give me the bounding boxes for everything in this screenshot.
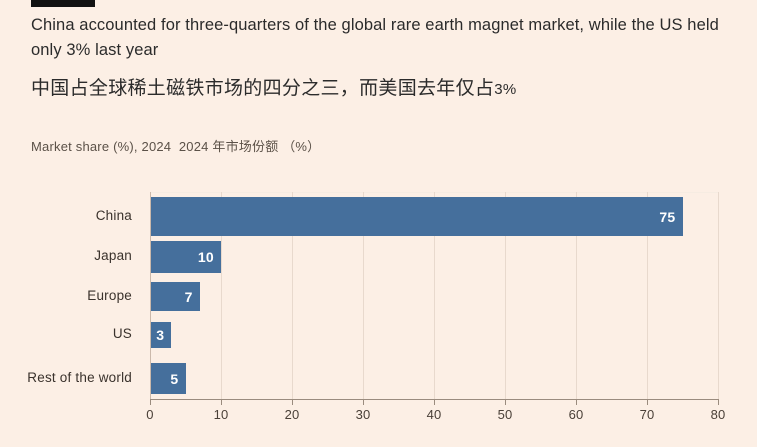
bar-rest-of-the-world[interactable] [150,363,186,394]
tick-mark-0 [150,399,151,405]
tick-mark-70 [647,399,648,405]
x-tick-label: 80 [710,407,726,422]
bar-row[interactable]: 75 [150,197,683,236]
bar-chart: 75 10 7 3 5 0 10 20 30 40 50 60 70 80 China Japan Euro… [0,175,757,447]
tick-mark-60 [576,399,577,405]
bar-row[interactable]: 7 [150,282,200,311]
x-tick-label: 60 [568,407,584,422]
plot-area: 75 10 7 3 5 [150,192,719,399]
x-tick-label: 10 [213,407,229,422]
x-tick-label: 70 [639,407,655,422]
bar-value-label: 5 [170,370,179,387]
gridline-40 [434,192,435,399]
bar-value-label: 10 [197,249,214,265]
bar-us[interactable] [150,322,172,348]
bar-row[interactable]: 5 [150,363,186,394]
y-axis-line [150,192,151,399]
bar-europe[interactable] [150,282,200,311]
category-label-china: China [95,207,132,223]
tick-mark-50 [505,399,506,405]
gridline-50 [505,192,506,399]
gridline-80 [718,192,719,399]
bar-japan[interactable] [150,241,221,273]
bar-china[interactable] [150,197,683,236]
category-label-japan: Japan [94,248,132,263]
tick-mark-20 [292,399,293,405]
tick-mark-40 [434,399,435,405]
bar-value-label: 3 [156,327,165,343]
gridline-60 [576,192,577,399]
x-tick-label: 40 [426,407,442,422]
gridline-30 [363,192,364,399]
tick-mark-30 [363,399,364,405]
gridline-70 [647,192,648,399]
headline-chinese: 中国占全球稀土磁铁市场的四分之三，而美国去年仅占3% [31,76,731,103]
tick-mark-80 [718,399,719,405]
bar-value-label: 7 [184,288,193,305]
chart-subtitle: Market share (%), 2024 2024 年市场份额 （%） [31,139,321,154]
black-bar-mark [31,0,95,7]
x-tick-label: 0 [146,407,154,422]
category-label-rest-of-the-world: Rest of the world [27,369,132,385]
category-label-us: US [112,326,132,341]
bar-value-label: 75 [659,208,676,225]
headline-chinese-text: 中国占全球稀土磁铁市场的四分之三，而美国去年仅占 [31,78,495,99]
headline-chinese-percent: 3% [494,81,517,98]
gridline-20 [292,192,293,399]
tick-mark-10 [221,399,222,405]
bar-row[interactable]: 3 [150,322,172,348]
gridline-10 [221,192,222,399]
bar-row[interactable]: 10 [150,241,221,273]
x-tick-label: 30 [355,407,371,422]
x-tick-label: 20 [284,407,300,422]
category-label-europe: Europe [87,287,132,303]
x-tick-label: 50 [497,407,513,422]
headline-english: China accounted for three-quarters of th… [31,16,719,59]
